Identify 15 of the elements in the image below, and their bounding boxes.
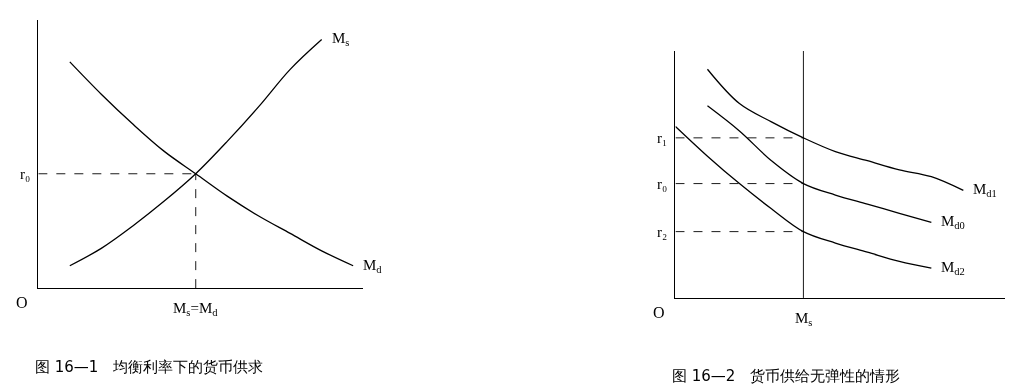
ref-line-label: r₁ xyxy=(657,130,668,146)
series-label: M$_{d2}$ xyxy=(941,259,965,278)
ref-line-label: r₀ xyxy=(20,166,31,182)
text: 图 16—1 均衡利率下的货币供求 xyxy=(35,358,264,376)
series-label: M$_{s}$ xyxy=(332,30,350,49)
series-label: M$_{d0}$ xyxy=(941,213,965,232)
series-label: M$_{d1}$ xyxy=(973,181,997,200)
text: O xyxy=(653,304,665,321)
text: 图 16—2 货币供给无弹性的情形 xyxy=(672,367,901,385)
ref-line-label: r₂ xyxy=(657,224,668,240)
text: M$_{s}$=M$_{d}$ xyxy=(173,300,219,319)
ref-line-label: r₀ xyxy=(657,176,668,192)
text: M$_{s}$ xyxy=(795,310,813,329)
series-label: M$_{d}$ xyxy=(363,257,383,276)
text: O xyxy=(16,294,28,311)
